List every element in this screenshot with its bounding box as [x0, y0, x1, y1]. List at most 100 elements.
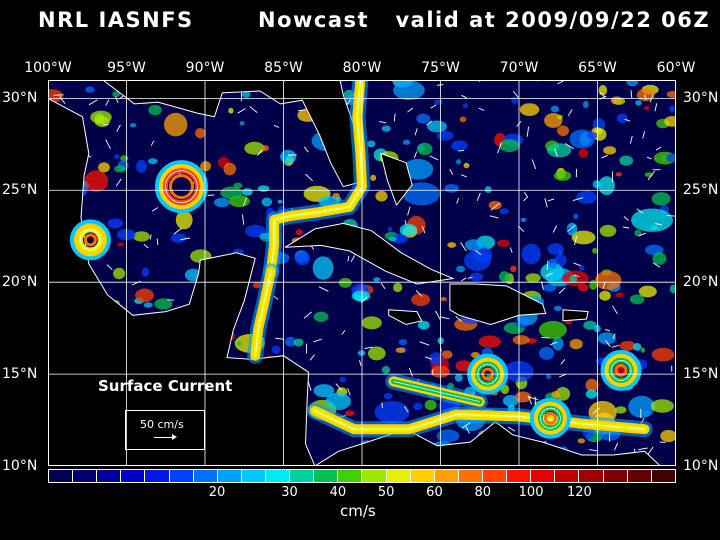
colorbar-segment — [49, 470, 74, 482]
velocity-arrow — [602, 281, 606, 289]
velocity-arrow — [552, 225, 558, 233]
velocity-arrow — [173, 227, 183, 235]
speed-patch — [552, 336, 564, 351]
speed-patch — [551, 390, 560, 399]
velocity-arrow — [180, 237, 190, 241]
speed-patch — [399, 223, 418, 237]
colorbar-segment — [482, 470, 508, 482]
speed-patch — [388, 236, 397, 242]
speed-patch — [569, 338, 583, 350]
speed-patch — [285, 336, 297, 347]
velocity-arrow — [415, 290, 423, 297]
speed-patch — [543, 283, 557, 292]
speed-patch — [503, 360, 534, 383]
speed-patch — [539, 346, 555, 360]
colorbar-tick: 30 — [281, 485, 298, 500]
colorbar-tick: 50 — [377, 485, 395, 500]
speed-patch — [427, 120, 447, 133]
velocity-arrow — [460, 242, 467, 252]
speed-patch — [550, 105, 559, 113]
colorbar-segment — [458, 470, 483, 482]
speed-patch — [579, 265, 585, 271]
velocity-arrow — [461, 421, 472, 429]
speed-patch — [136, 159, 147, 173]
lon-label: 60°W — [656, 60, 696, 76]
colorbar-tick: 20 — [208, 485, 226, 500]
lon-label: 80°W — [342, 60, 382, 76]
speed-patch — [395, 347, 406, 354]
speed-patch — [257, 185, 270, 192]
lon-label: 70°W — [499, 60, 539, 76]
velocity-arrow — [612, 333, 616, 340]
lat-label: 25°N — [2, 182, 38, 199]
velocity-arrow — [509, 247, 513, 253]
speed-patch — [585, 389, 598, 399]
velocity-arrow — [461, 94, 468, 99]
speed-patch — [497, 239, 510, 247]
velocity-arrow — [623, 216, 629, 221]
velocity-arrow — [572, 197, 584, 202]
speed-patch — [512, 335, 530, 345]
velocity-arrow — [636, 208, 644, 214]
jamaica-land — [388, 309, 423, 326]
velocity-arrow — [612, 305, 618, 315]
velocity-arrow — [458, 149, 465, 152]
speed-patch — [573, 213, 579, 220]
velocity-arrow — [523, 196, 528, 202]
speed-patch — [603, 146, 617, 155]
speed-patch — [669, 284, 676, 294]
speed-patch — [383, 393, 393, 400]
speed-patch — [660, 429, 676, 443]
speed-patch — [214, 197, 230, 208]
speed-patch — [577, 283, 589, 292]
velocity-arrow — [574, 235, 578, 246]
speed-patch — [554, 254, 567, 267]
speed-patch — [313, 311, 329, 322]
velocity-arrow — [654, 103, 658, 112]
speed-patch — [546, 374, 552, 380]
bahamas-land — [380, 152, 413, 207]
velocity-arrow — [655, 223, 663, 226]
speed-patch — [295, 229, 303, 236]
velocity-arrow — [350, 255, 356, 263]
velocity-arrow — [507, 426, 516, 432]
speed-patch — [511, 96, 519, 104]
velocity-arrow — [303, 146, 309, 153]
speed-patch — [577, 438, 586, 444]
speed-patch — [576, 190, 597, 204]
hispaniola-land — [449, 283, 547, 326]
velocity-arrow — [666, 214, 676, 217]
speed-patch — [488, 200, 502, 210]
speed-patch — [113, 267, 126, 280]
speed-patch — [368, 346, 386, 361]
colorbar-unit: cm/s — [340, 502, 376, 520]
speed-patch — [393, 282, 403, 293]
speed-patch — [239, 121, 245, 126]
velocity-arrow — [659, 441, 666, 443]
colorbar-segment — [97, 470, 122, 482]
speed-patch — [117, 242, 125, 247]
colorbar-segment — [338, 470, 363, 482]
speed-patch — [619, 155, 634, 166]
colorbar-segment — [121, 470, 146, 482]
speed-patch — [447, 242, 457, 248]
velocity-arrow — [559, 373, 566, 378]
lat-label: 30°N — [683, 90, 719, 107]
velocity-arrow — [528, 396, 539, 401]
puerto-rico-land — [562, 309, 589, 322]
velocity-arrow — [523, 191, 529, 198]
speed-patch — [578, 148, 589, 158]
velocity-arrow — [456, 197, 460, 204]
velocity-arrow — [207, 194, 215, 196]
speed-patch — [433, 99, 443, 105]
velocity-arrow — [589, 449, 597, 452]
speed-patch — [373, 277, 381, 282]
mexico-central-america-land — [48, 80, 316, 466]
speed-patch — [313, 384, 335, 398]
velocity-arrow — [421, 225, 426, 234]
velocity-arrow — [305, 173, 313, 182]
velocity-arrow — [647, 170, 656, 181]
velocity-arrow — [156, 238, 159, 246]
colorbar-segment — [265, 470, 291, 482]
